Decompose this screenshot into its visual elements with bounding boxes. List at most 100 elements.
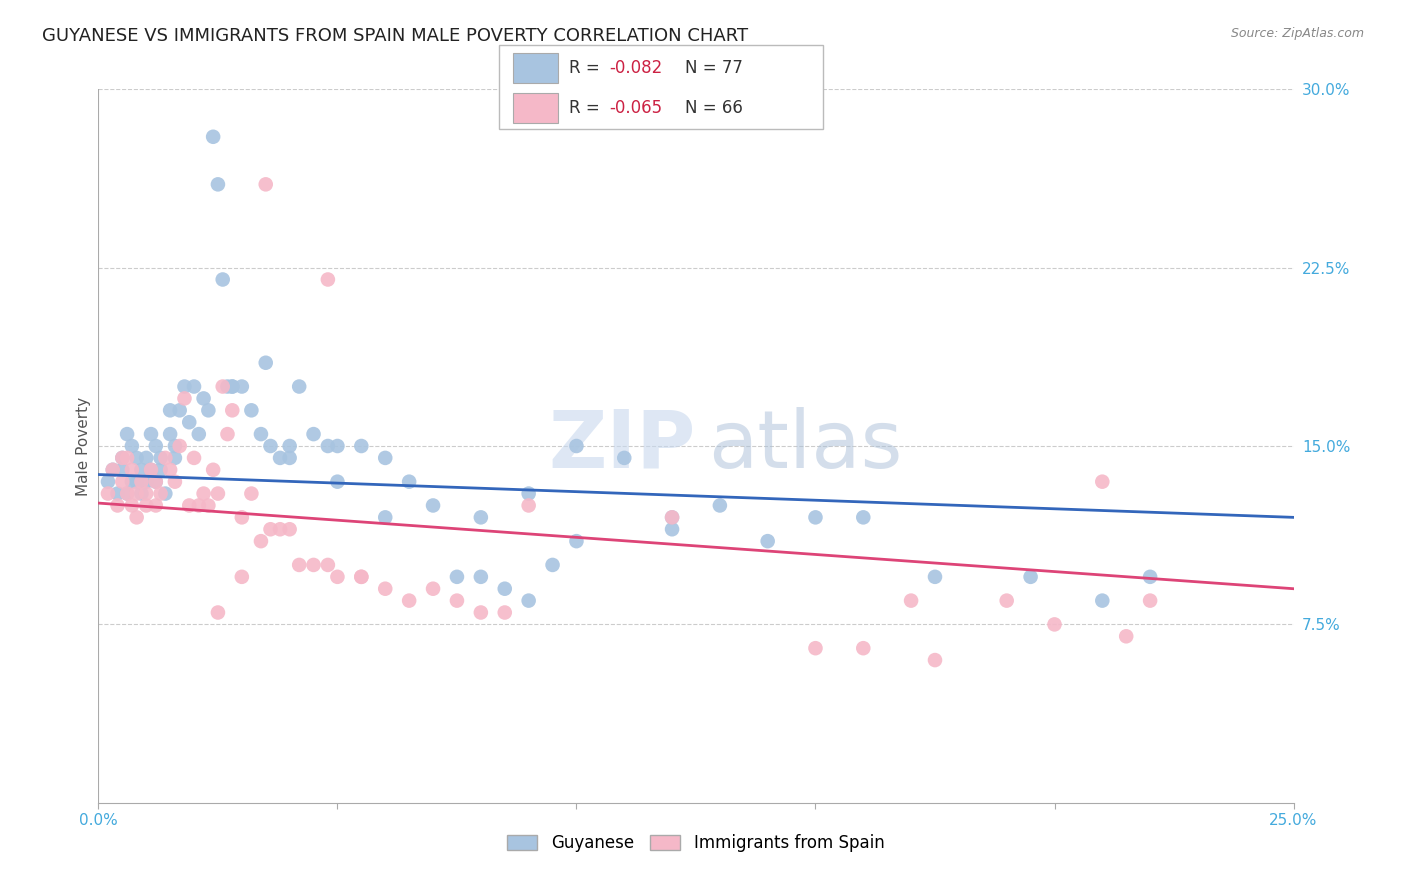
Point xyxy=(924,653,946,667)
Point xyxy=(207,606,229,620)
Y-axis label: Male Poverty: Male Poverty xyxy=(76,396,91,496)
Point xyxy=(97,486,120,500)
Point xyxy=(169,439,191,453)
Text: R =: R = xyxy=(569,99,606,117)
Point xyxy=(254,356,277,370)
Point xyxy=(179,499,201,513)
Point xyxy=(398,593,420,607)
Point xyxy=(115,486,138,500)
Point xyxy=(145,475,167,489)
Point xyxy=(145,439,167,453)
Point xyxy=(187,499,209,513)
Point xyxy=(131,475,153,489)
Point xyxy=(149,450,172,465)
Point xyxy=(316,272,339,286)
Point xyxy=(661,522,683,536)
Point xyxy=(115,427,138,442)
Point xyxy=(135,475,157,489)
Point xyxy=(231,570,253,584)
Point xyxy=(193,486,215,500)
Point xyxy=(207,178,229,192)
Point xyxy=(131,486,153,500)
Point xyxy=(173,392,195,406)
Point xyxy=(302,427,325,442)
Point xyxy=(187,427,209,442)
Point xyxy=(197,403,219,417)
Point xyxy=(250,427,273,442)
Point xyxy=(254,178,277,192)
Point xyxy=(139,463,162,477)
Text: R =: R = xyxy=(569,60,606,78)
Text: N = 77: N = 77 xyxy=(685,60,742,78)
Point xyxy=(374,510,396,524)
Point xyxy=(1139,593,1161,607)
Point xyxy=(125,510,148,524)
Point xyxy=(163,475,186,489)
Point xyxy=(202,463,225,477)
Point xyxy=(1091,475,1114,489)
Point xyxy=(470,510,492,524)
Point xyxy=(131,463,153,477)
Point xyxy=(804,641,827,656)
Text: N = 66: N = 66 xyxy=(685,99,742,117)
Point xyxy=(231,510,253,524)
Point xyxy=(111,463,134,477)
Point xyxy=(121,499,143,513)
Point xyxy=(852,641,875,656)
Point xyxy=(1115,629,1137,643)
Point xyxy=(446,593,468,607)
Point xyxy=(217,427,239,442)
Point xyxy=(398,475,420,489)
Point xyxy=(709,499,731,513)
Point xyxy=(111,475,134,489)
Point xyxy=(259,522,281,536)
Point xyxy=(900,593,922,607)
Point xyxy=(278,450,301,465)
Point xyxy=(231,379,253,393)
Text: GUYANESE VS IMMIGRANTS FROM SPAIN MALE POVERTY CORRELATION CHART: GUYANESE VS IMMIGRANTS FROM SPAIN MALE P… xyxy=(42,27,748,45)
Text: atlas: atlas xyxy=(709,407,903,485)
Point xyxy=(135,499,157,513)
Point xyxy=(661,510,683,524)
Point xyxy=(135,450,157,465)
Point xyxy=(316,558,339,572)
Point xyxy=(565,439,588,453)
Point xyxy=(326,475,349,489)
Point xyxy=(326,439,349,453)
Point xyxy=(135,486,157,500)
Point xyxy=(374,450,396,465)
Point xyxy=(111,450,134,465)
Point xyxy=(661,510,683,524)
Text: Source: ZipAtlas.com: Source: ZipAtlas.com xyxy=(1230,27,1364,40)
Point xyxy=(121,475,143,489)
Point xyxy=(115,486,138,500)
Point xyxy=(250,534,273,549)
Point xyxy=(517,486,540,500)
Point xyxy=(995,593,1018,607)
Point xyxy=(565,534,588,549)
Point xyxy=(470,606,492,620)
Point xyxy=(350,570,373,584)
Point xyxy=(1043,617,1066,632)
Point xyxy=(197,499,219,513)
Point xyxy=(269,522,291,536)
Point xyxy=(125,486,148,500)
Point xyxy=(517,593,540,607)
Point xyxy=(202,129,225,144)
Point xyxy=(101,463,124,477)
Point xyxy=(121,463,143,477)
Point xyxy=(541,558,564,572)
Point xyxy=(240,403,263,417)
Point xyxy=(924,570,946,584)
Point xyxy=(470,570,492,584)
Point xyxy=(613,450,636,465)
Point xyxy=(494,582,516,596)
Point xyxy=(211,379,233,393)
Point xyxy=(269,450,291,465)
Point xyxy=(207,486,229,500)
Point xyxy=(1139,570,1161,584)
Point xyxy=(145,499,167,513)
Point xyxy=(422,582,444,596)
Point xyxy=(422,499,444,513)
Point xyxy=(145,475,167,489)
